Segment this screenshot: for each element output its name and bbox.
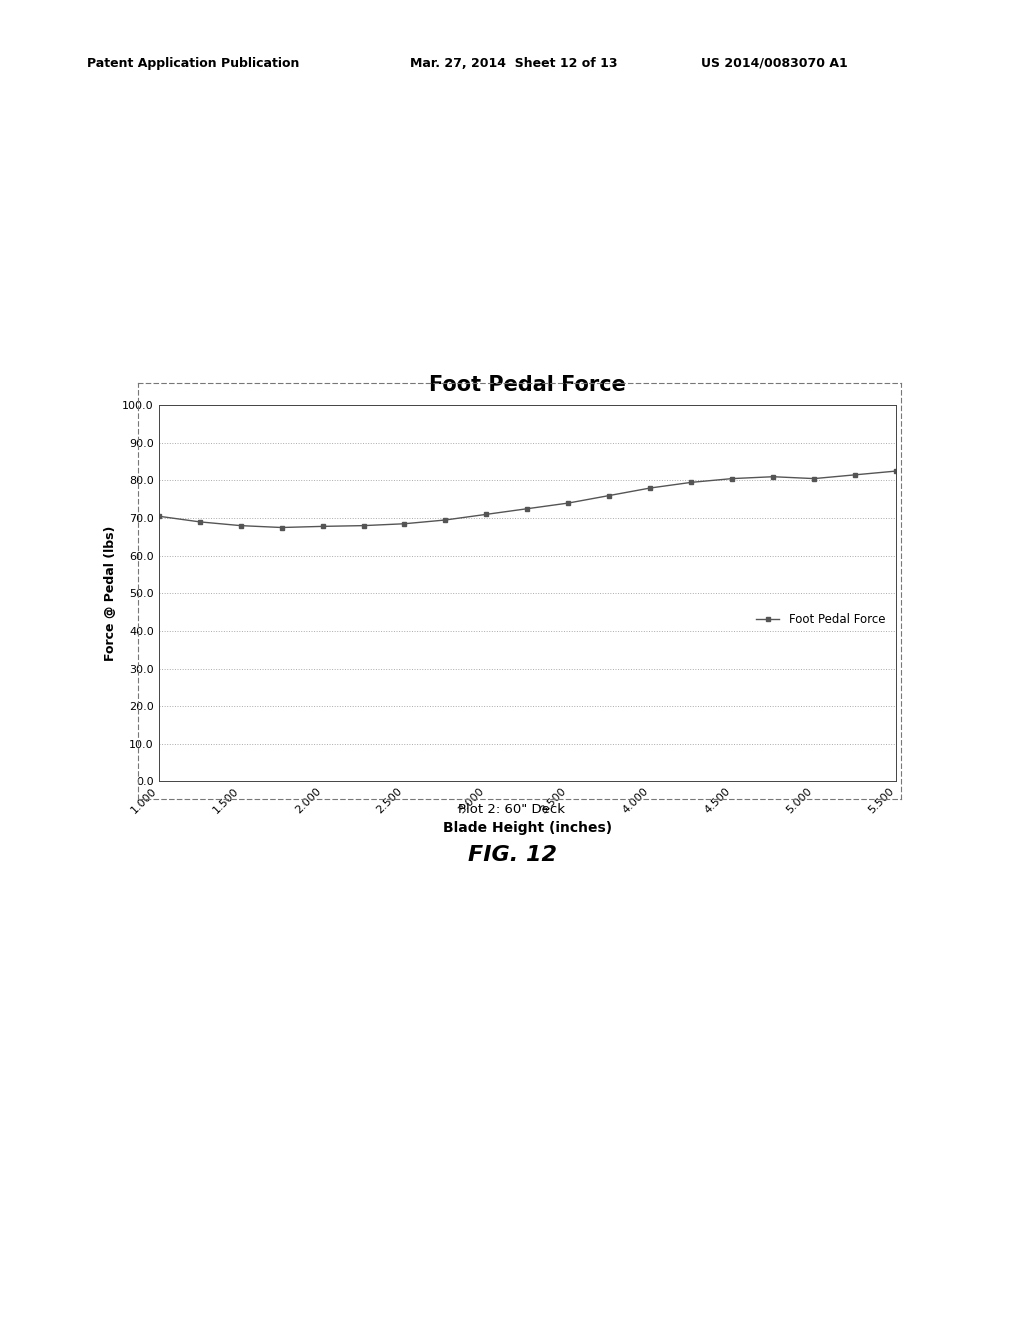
Foot Pedal Force — [603, 487, 615, 503]
Foot Pedal Force — [234, 517, 247, 533]
Foot Pedal Force — [275, 520, 288, 536]
Foot Pedal Force — [194, 513, 206, 529]
Foot Pedal Force — [521, 500, 534, 516]
Text: Plot 2: 60" Deck: Plot 2: 60" Deck — [459, 803, 565, 816]
Line: Foot Pedal Force: Foot Pedal Force — [157, 470, 898, 529]
Text: Mar. 27, 2014  Sheet 12 of 13: Mar. 27, 2014 Sheet 12 of 13 — [410, 57, 617, 70]
Foot Pedal Force — [726, 471, 738, 487]
Foot Pedal Force — [767, 469, 779, 484]
Text: FIG. 12: FIG. 12 — [468, 845, 556, 865]
Text: US 2014/0083070 A1: US 2014/0083070 A1 — [701, 57, 848, 70]
Foot Pedal Force — [153, 508, 165, 524]
Text: Patent Application Publication: Patent Application Publication — [87, 57, 299, 70]
Foot Pedal Force — [808, 471, 820, 487]
Foot Pedal Force — [439, 512, 452, 528]
X-axis label: Blade Height (inches): Blade Height (inches) — [442, 821, 612, 836]
Foot Pedal Force — [316, 519, 329, 535]
Title: Foot Pedal Force: Foot Pedal Force — [429, 375, 626, 396]
Foot Pedal Force — [644, 480, 656, 496]
Foot Pedal Force — [685, 474, 697, 490]
Foot Pedal Force — [398, 516, 411, 532]
Foot Pedal Force — [849, 467, 861, 483]
Foot Pedal Force — [357, 517, 370, 533]
Y-axis label: Force @ Pedal (lbs): Force @ Pedal (lbs) — [103, 525, 117, 661]
Foot Pedal Force — [890, 463, 902, 479]
Legend: Foot Pedal Force: Foot Pedal Force — [751, 609, 890, 631]
Foot Pedal Force — [562, 495, 574, 511]
Foot Pedal Force — [480, 507, 493, 523]
